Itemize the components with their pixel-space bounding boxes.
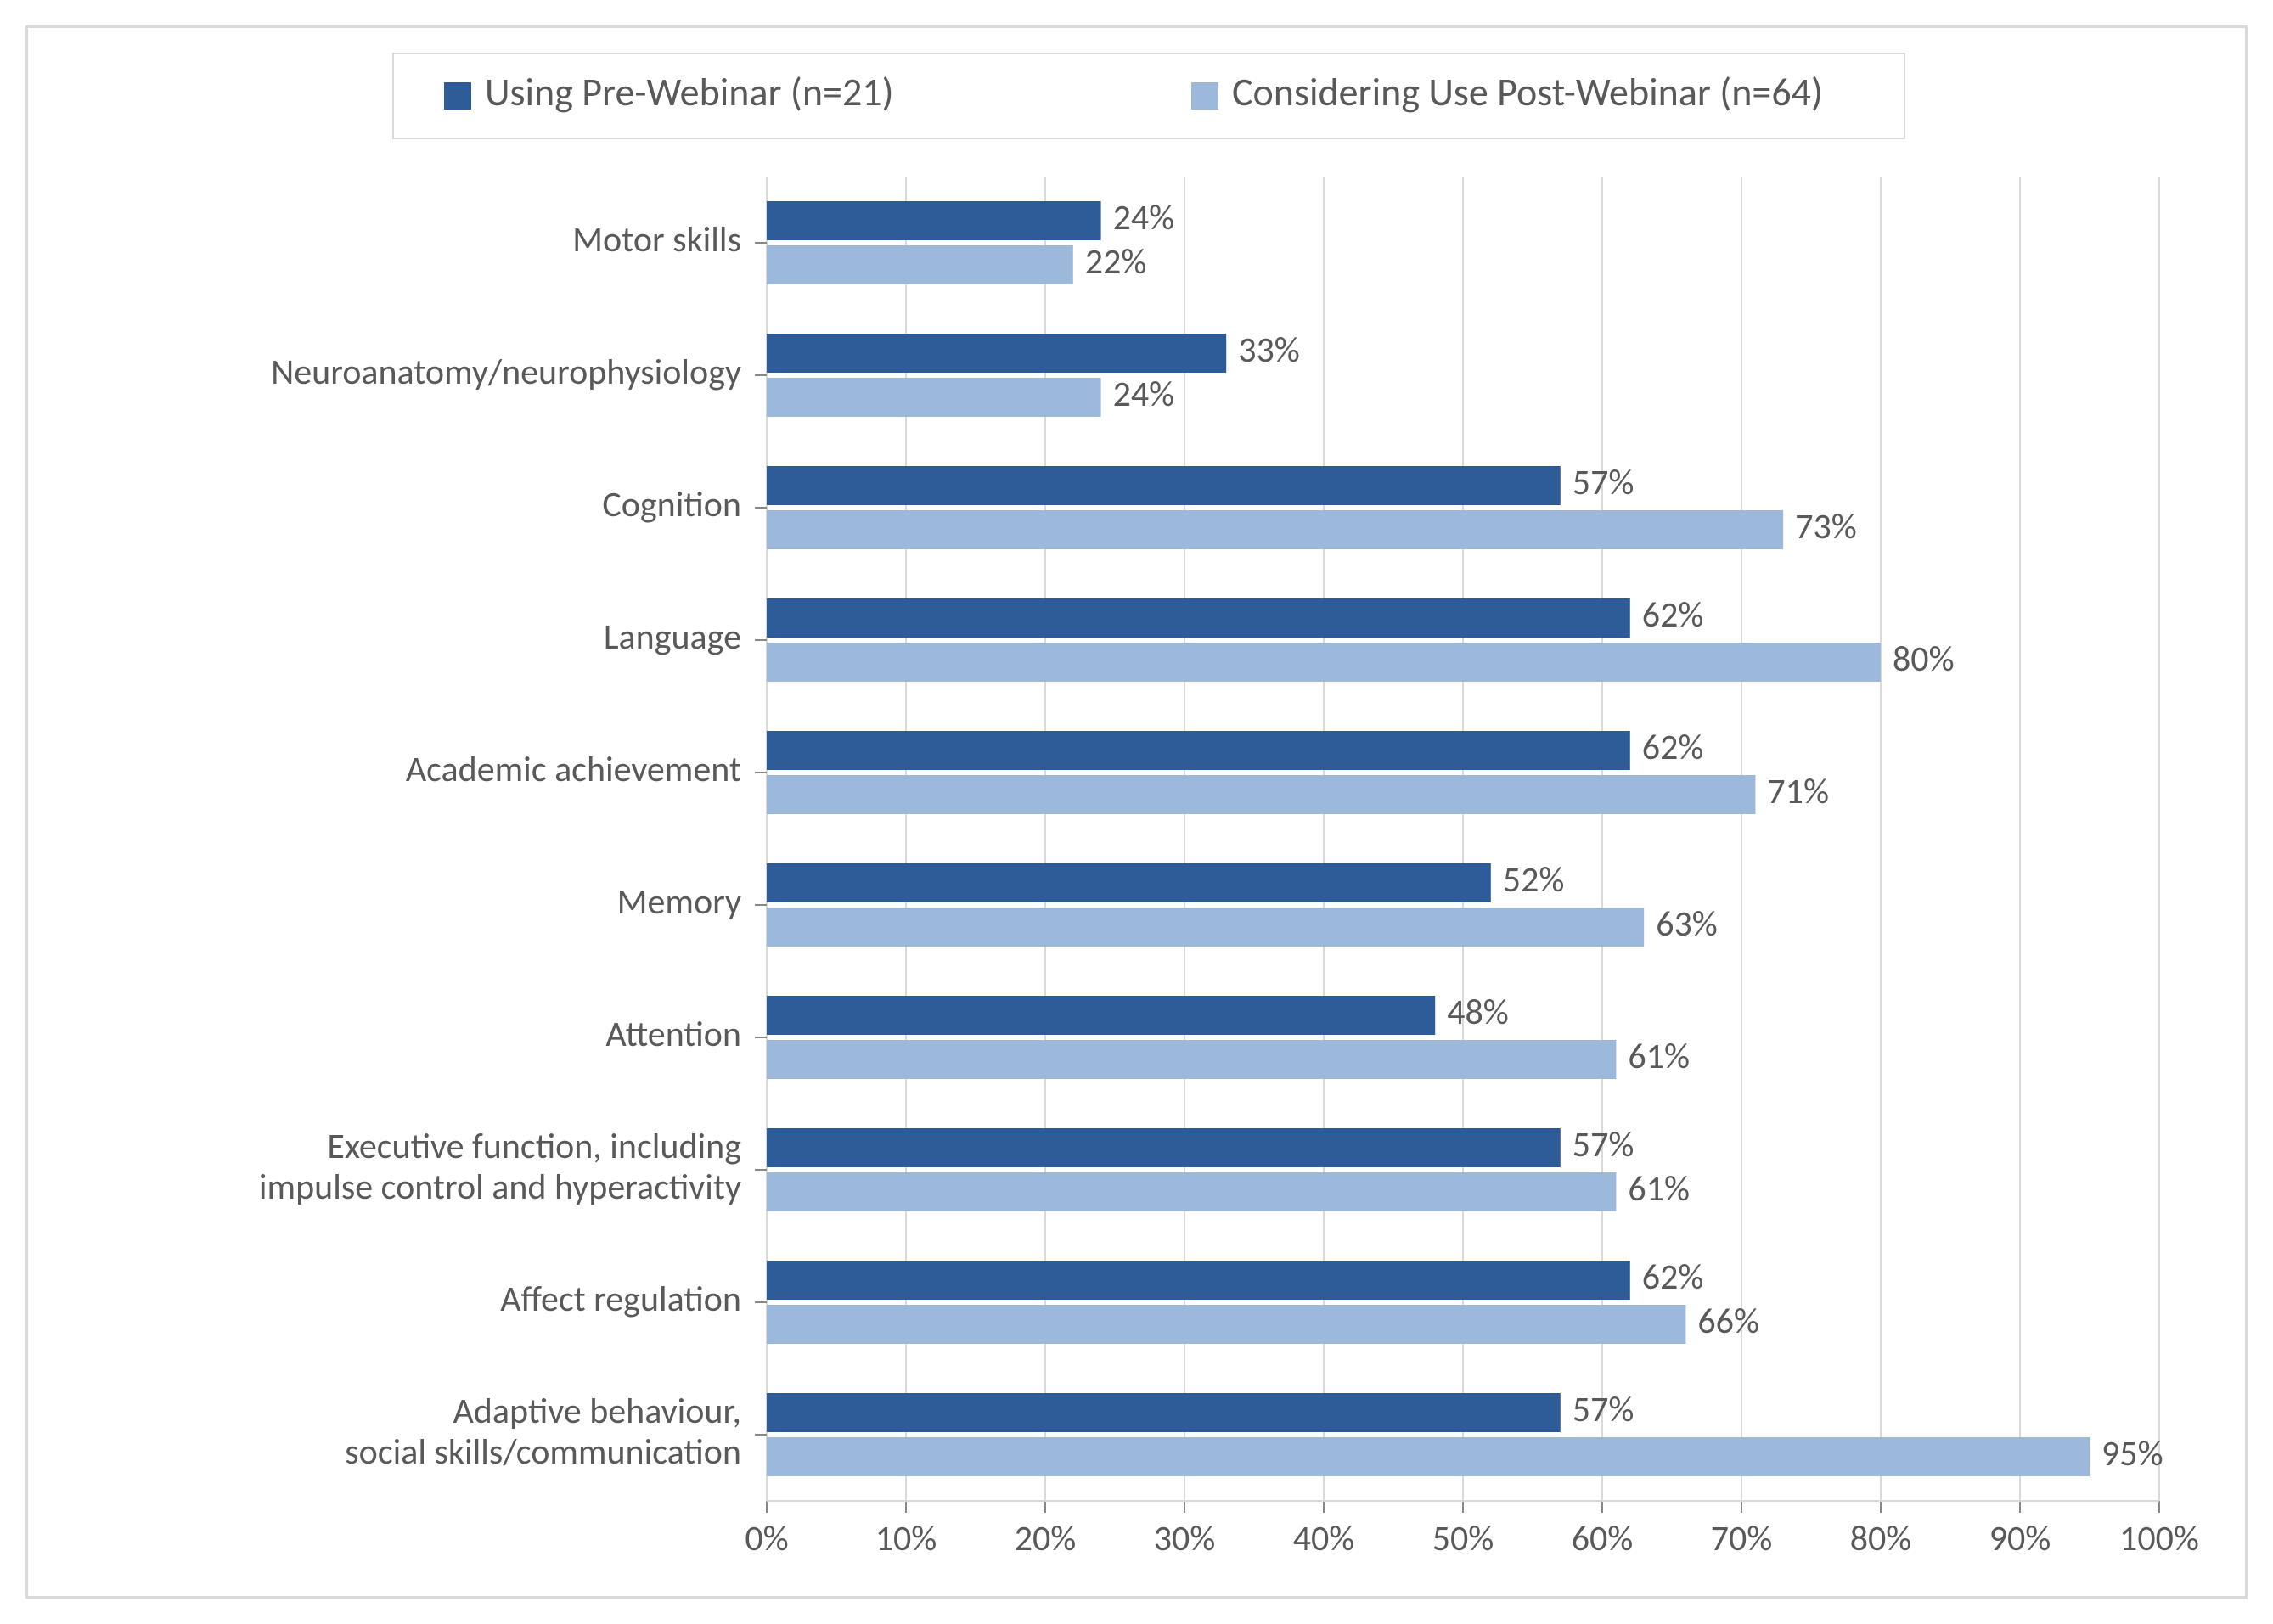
bar-value-label: 22% bbox=[1085, 240, 1147, 284]
bar-post bbox=[767, 1172, 1616, 1211]
x-tick-label: 40% bbox=[1293, 1517, 1355, 1560]
category-label: Attention bbox=[605, 1013, 741, 1056]
bars: 24%22%33%24%57%73%62%80%62%71%52%63%48%6… bbox=[767, 196, 2163, 1476]
legend-label-pre: Using Pre-Webinar (n=21) bbox=[485, 69, 894, 116]
category-label: Academic achievement bbox=[406, 748, 741, 791]
bar-value-label: 48% bbox=[1447, 991, 1509, 1034]
bar-pre bbox=[767, 1261, 1630, 1300]
legend-swatch-pre bbox=[444, 82, 471, 110]
x-tick-label: 100% bbox=[2119, 1517, 2199, 1560]
category-label: social skills/communication bbox=[345, 1430, 741, 1474]
y-axis-labels: Motor skills Neuroanatomy/neurophysiology… bbox=[259, 218, 767, 1474]
x-tick-label: 90% bbox=[1989, 1517, 2051, 1560]
x-tick-label: 50% bbox=[1432, 1517, 1494, 1560]
bar-value-label: 24% bbox=[1113, 373, 1175, 416]
bar-value-label: 73% bbox=[1795, 505, 1857, 548]
bar-pre bbox=[767, 863, 1491, 902]
bar-value-label: 61% bbox=[1628, 1167, 1690, 1211]
bar-pre bbox=[767, 598, 1630, 638]
bar-value-label: 66% bbox=[1697, 1300, 1759, 1343]
legend-label-post: Considering Use Post-Webinar (n=64) bbox=[1232, 69, 1823, 116]
bar-pre bbox=[767, 731, 1630, 770]
category-label: Neuroanatomy/neurophysiology bbox=[271, 351, 741, 394]
bar-value-label: 62% bbox=[1642, 1256, 1704, 1299]
bar-value-label: 62% bbox=[1642, 726, 1704, 769]
category-label: Cognition bbox=[602, 483, 741, 526]
x-tick-label: 30% bbox=[1154, 1517, 1216, 1560]
x-tick-label: 20% bbox=[1015, 1517, 1077, 1560]
bar-value-label: 80% bbox=[1893, 638, 1955, 681]
category-label: Language bbox=[604, 615, 741, 659]
x-tick-label: 0% bbox=[745, 1517, 788, 1560]
chart-container: Using Pre-Webinar (n=21) Considering Use … bbox=[0, 0, 2273, 1624]
category-label: Memory bbox=[617, 880, 741, 924]
bar-value-label: 57% bbox=[1573, 1388, 1634, 1431]
bar-post bbox=[767, 775, 1755, 814]
x-tick-label: 60% bbox=[1572, 1517, 1634, 1560]
bar-post bbox=[767, 510, 1783, 549]
bar-value-label: 63% bbox=[1656, 902, 1718, 946]
x-tick-label: 10% bbox=[875, 1517, 937, 1560]
bar-pre bbox=[767, 1128, 1561, 1167]
bar-pre bbox=[767, 466, 1561, 505]
bar-post bbox=[767, 908, 1644, 947]
bar-post bbox=[767, 643, 1881, 682]
legend-swatch-post bbox=[1191, 82, 1218, 110]
legend: Using Pre-Webinar (n=21) Considering Use … bbox=[393, 53, 1904, 138]
grouped-horizontal-bar-chart: Using Pre-Webinar (n=21) Considering Use … bbox=[28, 28, 2245, 1596]
bar-value-label: 61% bbox=[1628, 1035, 1690, 1078]
category-label: Executive function, including bbox=[327, 1125, 741, 1168]
chart-border: Using Pre-Webinar (n=21) Considering Use … bbox=[25, 25, 2248, 1599]
bar-post bbox=[767, 245, 1073, 284]
bar-value-label: 71% bbox=[1767, 770, 1829, 813]
bar-value-label: 62% bbox=[1642, 593, 1704, 637]
bar-pre bbox=[767, 1393, 1561, 1432]
bar-value-label: 24% bbox=[1113, 196, 1175, 239]
bar-post bbox=[767, 1305, 1685, 1344]
category-label: Affect regulation bbox=[500, 1278, 741, 1321]
bar-value-label: 57% bbox=[1573, 461, 1634, 504]
bar-pre bbox=[767, 201, 1101, 240]
category-label: impulse control and hyperactivity bbox=[259, 1166, 741, 1209]
category-label: Adaptive behaviour, bbox=[453, 1390, 741, 1433]
bar-pre bbox=[767, 334, 1226, 373]
bar-value-label: 57% bbox=[1573, 1123, 1634, 1166]
bar-value-label: 33% bbox=[1238, 329, 1300, 372]
x-tick-label: 70% bbox=[1711, 1517, 1773, 1560]
bar-post bbox=[767, 1040, 1616, 1079]
bar-value-label: 95% bbox=[2101, 1432, 2163, 1475]
bar-value-label: 52% bbox=[1503, 858, 1565, 902]
bar-post bbox=[767, 1437, 2090, 1476]
bar-pre bbox=[767, 996, 1435, 1035]
bar-post bbox=[767, 378, 1101, 417]
category-label: Motor skills bbox=[572, 218, 741, 261]
x-tick-label: 80% bbox=[1850, 1517, 1912, 1560]
